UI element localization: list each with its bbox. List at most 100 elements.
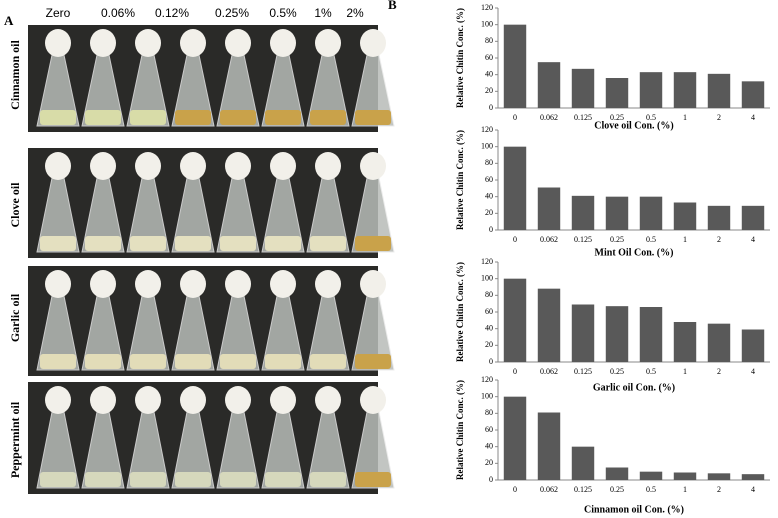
cotton-plug	[225, 270, 251, 298]
flask-medium	[220, 110, 256, 125]
x-tick-label: 4	[751, 235, 755, 244]
x-tick-label: 0	[513, 235, 517, 244]
x-tick-label: 0	[513, 485, 517, 494]
y-tick-label: 40	[485, 441, 493, 450]
bar	[503, 24, 527, 109]
flask-medium	[40, 236, 76, 251]
flask-medium	[220, 354, 256, 369]
cotton-plug	[270, 29, 296, 57]
y-tick-label: 120	[481, 375, 493, 384]
x-tick-label: 0.062	[540, 113, 558, 122]
y-tick-label: 60	[485, 175, 493, 184]
flask-medium	[85, 110, 121, 125]
flask-medium	[85, 236, 121, 251]
bar	[537, 62, 561, 108]
flask-medium	[40, 472, 76, 487]
y-tick-label: 120	[481, 125, 493, 134]
y-axis-label: Relative Chitin Conc. (%)	[455, 8, 465, 108]
y-tick-label: 80	[485, 408, 493, 417]
x-tick-label: 0.25	[610, 113, 624, 122]
flask-medium	[175, 236, 211, 251]
panel-label: A	[4, 13, 14, 28]
flask-medium	[175, 354, 211, 369]
flask-medium	[310, 236, 346, 251]
cotton-plug	[45, 270, 71, 298]
y-axis-label: Relative Chitin Conc. (%)	[455, 262, 465, 362]
bar	[571, 304, 595, 362]
flask-medium	[355, 354, 391, 369]
x-tick-label: 1	[683, 485, 687, 494]
cotton-plug	[270, 270, 296, 298]
cotton-plug	[225, 386, 251, 414]
y-tick-label: 0	[489, 475, 493, 484]
bar	[741, 474, 765, 480]
flask-medium	[85, 472, 121, 487]
cotton-plug	[45, 386, 71, 414]
cotton-plug	[180, 29, 206, 57]
y-tick-label: 40	[485, 69, 493, 78]
y-tick-label: 60	[485, 53, 493, 62]
y-tick-label: 100	[481, 273, 493, 282]
flask-medium	[355, 236, 391, 251]
cotton-plug	[225, 152, 251, 180]
x-tick-label: 0.25	[610, 235, 624, 244]
column-label: Zero	[46, 6, 71, 20]
bar	[741, 205, 765, 230]
cotton-plug	[135, 152, 161, 180]
flask-medium	[310, 472, 346, 487]
bar	[605, 78, 629, 108]
x-tick-label: 4	[751, 113, 755, 122]
bar	[707, 73, 731, 108]
y-tick-label: 20	[485, 208, 493, 217]
y-tick-label: 40	[485, 191, 493, 200]
y-tick-label: 100	[481, 141, 493, 150]
column-label: 0.25%	[215, 6, 249, 20]
bar	[741, 329, 765, 362]
y-tick-label: 60	[485, 425, 493, 434]
panel-label: B	[388, 0, 397, 12]
cotton-plug	[360, 386, 386, 414]
flask-medium	[220, 472, 256, 487]
cotton-plug	[90, 386, 116, 414]
column-label: 0.5%	[269, 6, 297, 20]
x-axis-label: Mint Oil Con. (%)	[595, 247, 674, 258]
bar	[571, 68, 595, 108]
column-label: 0.12%	[155, 6, 189, 20]
cotton-plug	[315, 270, 341, 298]
bar	[503, 278, 527, 362]
cotton-plug	[360, 152, 386, 180]
y-tick-label: 120	[481, 257, 493, 266]
y-tick-label: 0	[489, 225, 493, 234]
cotton-plug	[180, 270, 206, 298]
x-tick-label: 4	[751, 367, 755, 376]
bar	[707, 205, 731, 230]
x-tick-label: 0.125	[574, 113, 592, 122]
flask-medium	[220, 236, 256, 251]
y-tick-label: 40	[485, 323, 493, 332]
bar	[639, 307, 663, 362]
y-tick-label: 80	[485, 158, 493, 167]
y-tick-label: 20	[485, 86, 493, 95]
bar	[571, 195, 595, 230]
flask-medium	[130, 110, 166, 125]
column-label: 2%	[346, 6, 364, 20]
cotton-plug	[360, 29, 386, 57]
y-tick-label: 100	[481, 19, 493, 28]
flask-medium	[130, 354, 166, 369]
x-tick-label: 4	[751, 485, 755, 494]
x-tick-label: 0.125	[574, 485, 592, 494]
row-label: Clove oil	[8, 182, 22, 228]
row-label: Garlic oil	[8, 293, 22, 342]
bar	[537, 187, 561, 230]
x-axis-label: Clove oil Con. (%)	[594, 120, 673, 131]
cotton-plug	[90, 270, 116, 298]
y-tick-label: 120	[481, 3, 493, 12]
x-tick-label: 0.5	[646, 485, 656, 494]
x-tick-label: 0	[513, 367, 517, 376]
flask-medium	[355, 110, 391, 125]
flask-medium	[310, 110, 346, 125]
bar	[639, 72, 663, 108]
x-tick-label: 0.25	[610, 485, 624, 494]
cotton-plug	[135, 386, 161, 414]
